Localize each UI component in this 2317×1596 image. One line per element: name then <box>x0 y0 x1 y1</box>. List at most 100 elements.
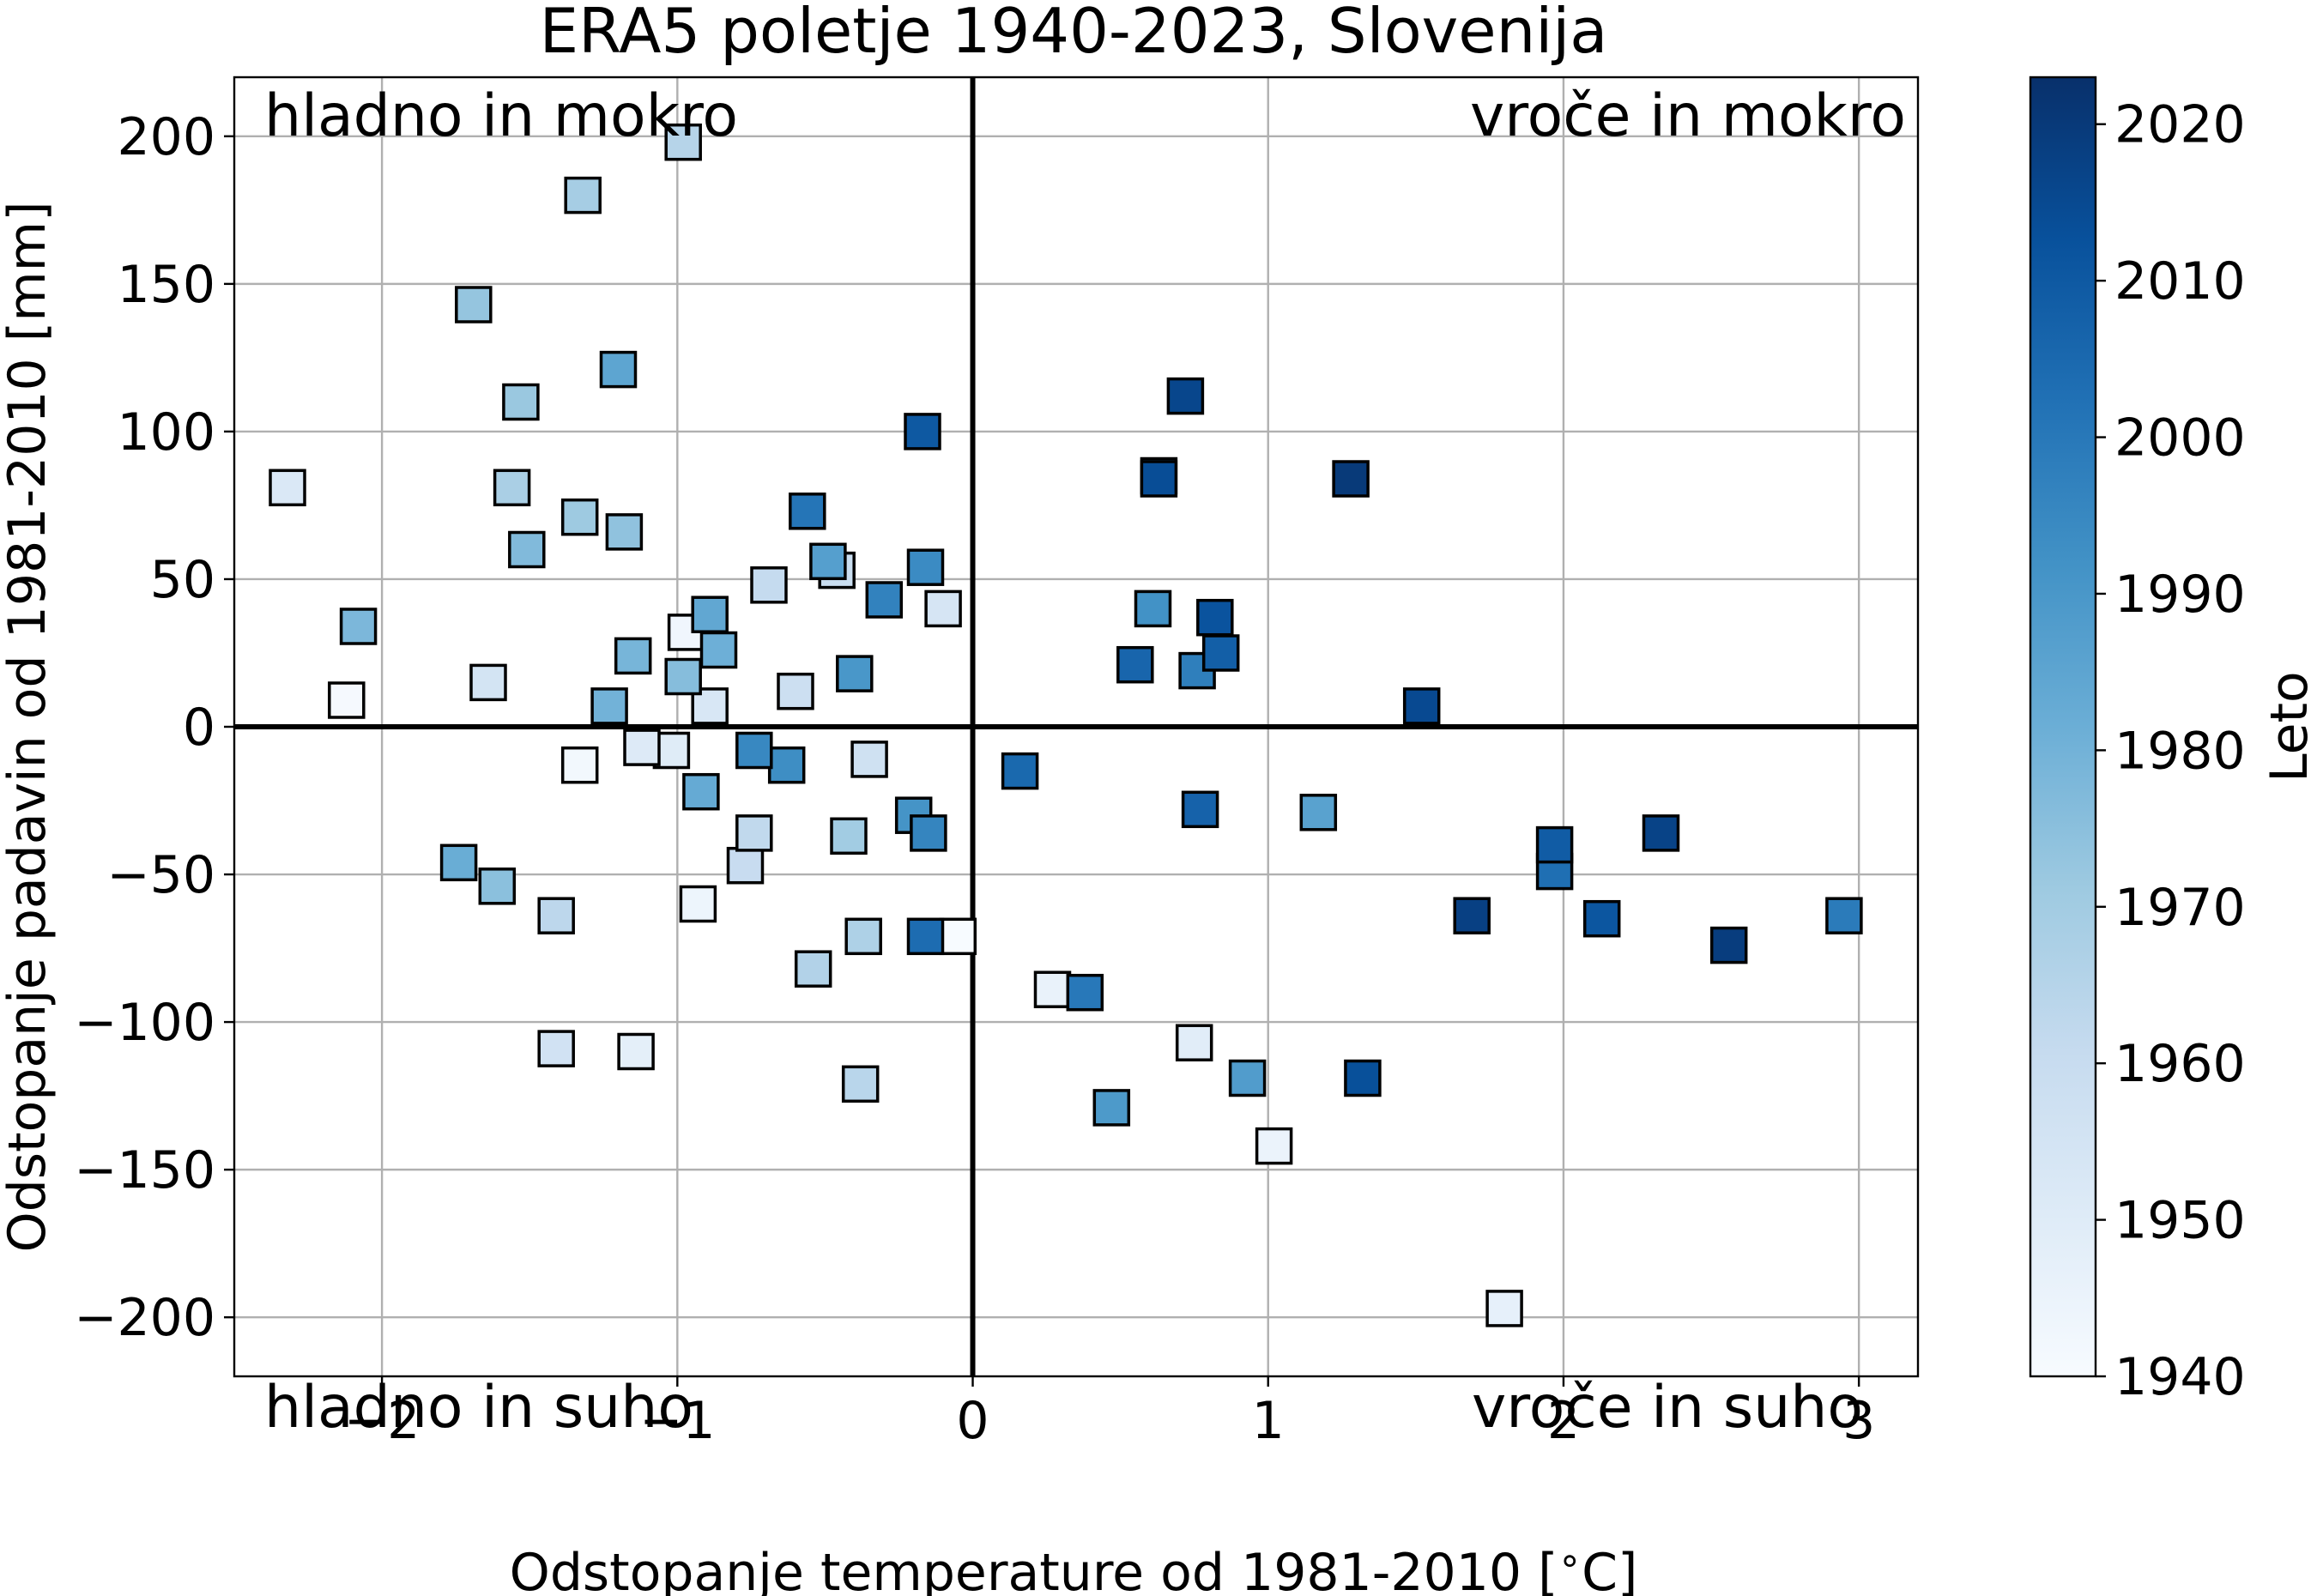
data-point <box>1582 899 1621 938</box>
y-tick-label: −100 <box>74 993 215 1053</box>
data-point <box>1166 377 1205 415</box>
data-point <box>1140 460 1178 498</box>
colorbar-label: Leto <box>2260 671 2317 783</box>
data-point <box>537 897 575 934</box>
data-point <box>735 731 773 770</box>
data-point <box>664 123 702 161</box>
data-point <box>1299 794 1338 831</box>
data-point <box>906 917 945 956</box>
data-point <box>1201 634 1240 672</box>
x-axis-label-degree: ∘ <box>1558 1539 1582 1582</box>
colorbar <box>2029 76 2097 1378</box>
data-point <box>1001 752 1039 790</box>
data-point <box>537 1030 575 1067</box>
data-point <box>1255 1127 1293 1165</box>
data-point <box>789 493 826 530</box>
data-point <box>1642 814 1680 852</box>
data-point <box>1535 825 1574 864</box>
data-point <box>269 469 306 507</box>
data-point <box>699 631 738 669</box>
data-point <box>841 1065 880 1103</box>
data-point <box>623 728 661 766</box>
data-point <box>924 589 962 628</box>
data-point <box>1181 790 1219 829</box>
y-axis-ticks: −200 −150 −100 −50 0 50 100 150 200 <box>74 107 234 1348</box>
x-tick-label: −1 <box>639 1391 715 1451</box>
data-point <box>836 655 874 692</box>
x-tick-label: 3 <box>1842 1391 1875 1451</box>
data-point <box>682 772 720 811</box>
data-point <box>614 637 652 675</box>
data-point <box>1709 926 1748 964</box>
colorbar-tick-label: 1990 <box>2114 565 2246 625</box>
x-axis-label-main: Odstopanje temperature od 1981-2010 [ <box>510 1543 1558 1596</box>
data-point <box>865 581 904 619</box>
colorbar-tick-label: 1960 <box>2114 1034 2246 1094</box>
y-tick-label: 150 <box>117 255 215 315</box>
data-point <box>794 950 832 988</box>
data-point <box>1402 687 1441 725</box>
data-point <box>478 868 517 905</box>
data-point <box>590 687 628 725</box>
data-point <box>1196 598 1234 637</box>
data-point <box>493 469 531 507</box>
data-point <box>750 566 788 604</box>
x-tick-label: 0 <box>956 1391 989 1451</box>
data-point <box>599 350 638 389</box>
data-points <box>269 123 1863 1327</box>
data-point <box>691 595 729 633</box>
data-point <box>1228 1059 1267 1097</box>
data-point <box>1066 973 1104 1012</box>
data-point <box>560 498 599 536</box>
data-point <box>777 672 814 710</box>
quadrant-label-bottom-left: hladno in suho <box>264 1374 693 1442</box>
y-tick-label: −150 <box>74 1140 215 1200</box>
colorbar-tick-label: 2020 <box>2114 95 2246 155</box>
y-tick-label: 100 <box>117 402 215 462</box>
colorbar-tick-label: 2000 <box>2114 408 2246 469</box>
colorbar-tick-label: 1940 <box>2114 1347 2246 1407</box>
data-point <box>910 814 947 852</box>
data-point <box>844 917 882 956</box>
x-axis-label: Odstopanje temperature od 1981-2010 [∘C] <box>510 1539 1638 1596</box>
colorbar-tick-label: 2010 <box>2114 251 2246 311</box>
data-point <box>1485 1290 1523 1327</box>
colorbar-ticks: 1940 1950 1960 1970 1980 1990 2000 2010 2020 <box>2096 95 2246 1407</box>
data-point <box>1033 970 1072 1008</box>
data-point <box>1332 460 1370 498</box>
y-tick-label: −200 <box>74 1288 215 1348</box>
data-point <box>906 548 945 586</box>
data-point <box>455 286 493 323</box>
zero-axis-lines <box>234 77 1918 1376</box>
data-point <box>560 746 599 784</box>
data-point <box>605 513 644 551</box>
quadrant-label-top-left: hladno in mokro <box>264 82 738 150</box>
y-tick-label: 50 <box>150 550 215 610</box>
data-point <box>664 657 702 696</box>
colorbar-tick-label: 1980 <box>2114 721 2246 781</box>
data-point <box>830 817 868 855</box>
x-axis-ticks: −2 −1 0 1 2 3 <box>344 1376 1875 1451</box>
data-point <box>767 746 806 784</box>
data-point <box>1134 589 1172 628</box>
data-point <box>735 814 773 852</box>
data-point <box>469 663 507 702</box>
quadrant-label-top-right: vroče in mokro <box>1470 82 1906 150</box>
y-tick-label: 200 <box>117 107 215 167</box>
data-point <box>439 843 478 882</box>
chart-title: ERA5 poletje 1940-2023, Slovenija <box>540 0 1608 67</box>
y-tick-label: 0 <box>183 698 215 758</box>
data-point <box>1116 645 1154 684</box>
data-point <box>564 176 602 215</box>
quadrant-label-bottom-right: vroče in suho <box>1472 1374 1863 1442</box>
x-axis-label-unit: C] <box>1582 1543 1637 1596</box>
data-point <box>809 542 847 581</box>
y-axis-label: Odstopanje padavin od 1981-2010 [mm] <box>0 201 57 1252</box>
x-tick-label: 2 <box>1547 1391 1580 1451</box>
colorbar-tick-label: 1950 <box>2114 1191 2246 1251</box>
x-tick-label: 1 <box>1252 1391 1285 1451</box>
data-point <box>328 681 366 719</box>
data-point <box>850 741 888 778</box>
data-point <box>726 846 765 885</box>
